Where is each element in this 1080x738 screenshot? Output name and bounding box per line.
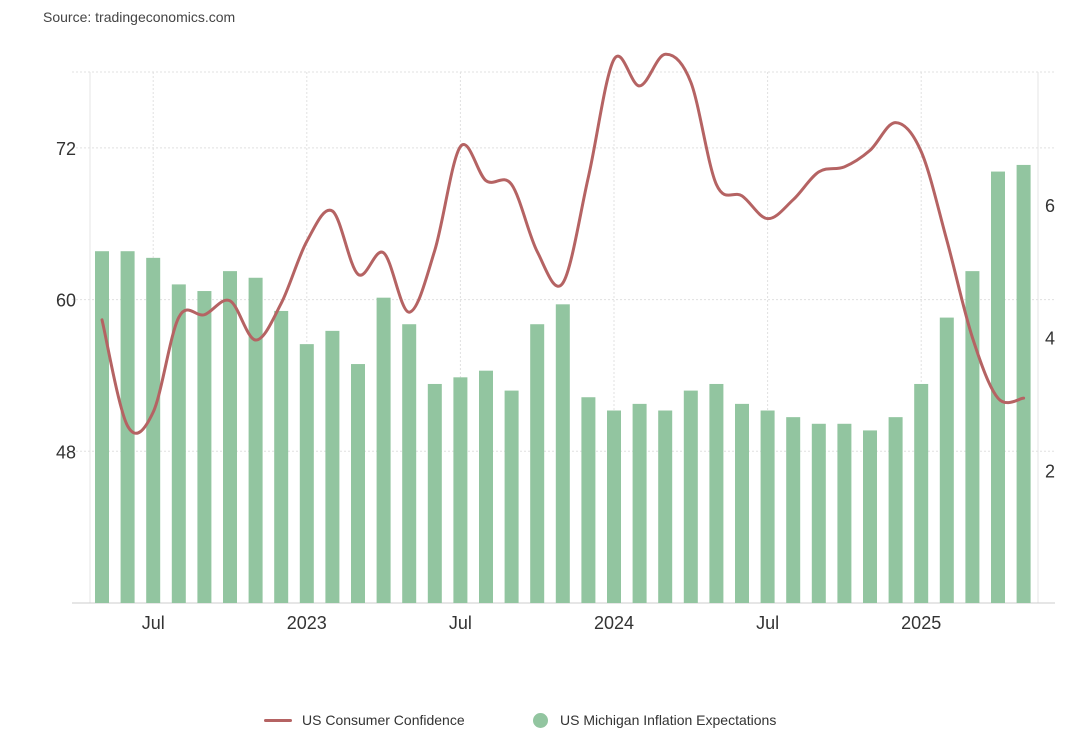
y-right-tick-label: 6 [1045, 196, 1055, 216]
bar [248, 277, 263, 603]
bar [965, 271, 980, 603]
bar [453, 377, 468, 603]
y-right-tick-label: 4 [1045, 329, 1055, 349]
bar [427, 383, 442, 603]
legend-line-swatch [264, 718, 292, 722]
bar [837, 423, 852, 603]
bar [146, 257, 161, 603]
legend: US Consumer Confidence US Michigan Infla… [0, 712, 1080, 736]
bar [991, 171, 1005, 603]
bar [1016, 164, 1031, 604]
source-note: Source: tradingeconomics.com [43, 9, 236, 25]
bar [325, 330, 340, 603]
bar [351, 364, 365, 603]
legend-item-inflation-expectations[interactable]: US Michigan Inflation Expectations [533, 712, 776, 728]
bar [811, 423, 826, 603]
x-tick-label: 2023 [287, 613, 327, 633]
bar [709, 383, 724, 603]
bar [888, 417, 903, 603]
bar [607, 410, 621, 603]
x-tick-label: Jul [142, 613, 165, 633]
bar [914, 383, 929, 603]
x-tick-label: Jul [756, 613, 779, 633]
bar [863, 430, 877, 603]
bar [581, 397, 596, 603]
x-tick-label: 2024 [594, 613, 634, 633]
bar [632, 403, 647, 603]
bar [95, 251, 109, 603]
bar [555, 304, 570, 603]
bar [939, 317, 954, 603]
bar [223, 271, 237, 603]
x-tick-label: Jul [449, 613, 472, 633]
legend-item-consumer-confidence[interactable]: US Consumer Confidence [264, 712, 465, 728]
y-left-tick-label: 60 [56, 291, 76, 311]
bar [299, 344, 314, 603]
y-left-tick-label: 72 [56, 139, 76, 159]
legend-label: US Consumer Confidence [302, 712, 465, 728]
chart: 48 60 72 2 4 6 Jul 2023 Jul 2024 Jul 2025 [56, 52, 1055, 633]
bar [658, 410, 673, 603]
bar [376, 297, 391, 603]
legend-dot-swatch [533, 712, 548, 728]
y-left-tick-label: 48 [56, 442, 76, 462]
x-tick-label: 2025 [901, 613, 941, 633]
y-right-tick-label: 2 [1045, 461, 1055, 481]
bar [683, 390, 698, 603]
bar [786, 417, 801, 603]
bar [530, 324, 545, 603]
bar [171, 284, 186, 603]
bar [479, 370, 493, 603]
bar [735, 403, 749, 603]
bar [274, 310, 289, 603]
bar [504, 390, 519, 603]
bar [197, 291, 212, 603]
bar [760, 410, 775, 603]
bar [402, 324, 417, 603]
legend-label: US Michigan Inflation Expectations [560, 712, 777, 728]
series-line-consumer-confidence [100, 52, 1026, 435]
